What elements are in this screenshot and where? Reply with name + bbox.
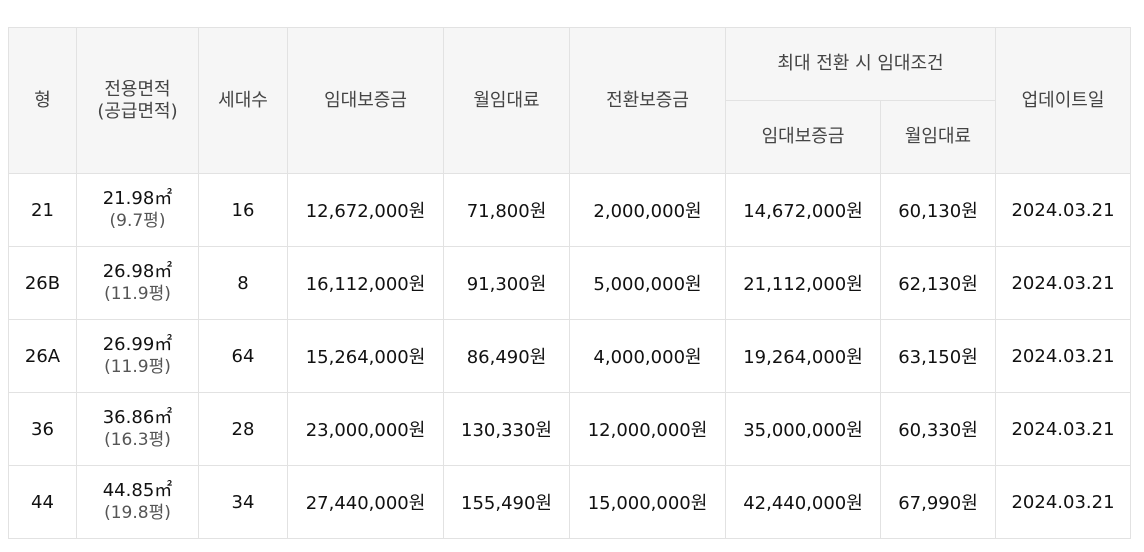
cell-area: 26.98㎡ (11.9평) [76,246,199,320]
cell-max-deposit: 14,672,000원 [725,173,881,247]
header-row-sub: 임대보증금 월임대료 [9,100,1131,174]
cell-updated: 2024.03.21 [995,392,1131,466]
cell-area: 36.86㎡ (16.3평) [76,392,199,466]
cell-type: 44 [8,465,77,539]
cell-monthly: 71,800원 [443,173,570,247]
header-area: 전용면적 (공급면적) [76,27,199,174]
cell-max-monthly: 63,150원 [880,319,996,393]
cell-conversion-deposit: 4,000,000원 [569,319,726,393]
cell-updated: 2024.03.21 [995,173,1131,247]
table-row: 21 21.98㎡ (9.7평) 16 12,672,000원 71,800원 … [8,173,1131,247]
cell-conversion-deposit: 12,000,000원 [569,392,726,466]
header-area-line2: (공급면적) [97,100,178,122]
cell-deposit: 16,112,000원 [287,246,444,320]
cell-max-monthly: 62,130원 [880,246,996,320]
cell-households: 8 [198,246,288,320]
header-type: 형 [8,27,77,174]
header-max-deposit: 임대보증금 [725,100,881,174]
header-updated: 업데이트일 [995,27,1131,174]
cell-deposit: 27,440,000원 [287,465,444,539]
header-households: 세대수 [198,27,288,174]
cell-households: 28 [198,392,288,466]
cell-max-deposit: 42,440,000원 [725,465,881,539]
cell-area-supply: (11.9평) [104,284,171,304]
cell-area: 26.99㎡ (11.9평) [76,319,199,393]
cell-type: 36 [8,392,77,466]
cell-updated: 2024.03.21 [995,319,1131,393]
cell-area-supply: (19.8평) [104,503,171,523]
cell-area-exclusive: 21.98㎡ [102,188,173,209]
rental-conditions-table: 형 전용면적 (공급면적) 세대수 임대보증금 월임대료 전환보증금 최대 전환… [8,27,1131,539]
cell-area: 21.98㎡ (9.7평) [76,173,199,247]
cell-households: 64 [198,319,288,393]
header-conversion-deposit: 전환보증금 [569,27,726,174]
table-row: 44 44.85㎡ (19.8평) 34 27,440,000원 155,490… [8,465,1131,539]
header-monthly: 월임대료 [443,27,570,174]
cell-area-supply: (16.3평) [104,430,171,450]
table-row: 36 36.86㎡ (16.3평) 28 23,000,000원 130,330… [8,392,1131,466]
cell-area-supply: (9.7평) [109,211,166,231]
cell-updated: 2024.03.21 [995,465,1131,539]
cell-max-monthly: 67,990원 [880,465,996,539]
cell-type: 21 [8,173,77,247]
rental-conditions-table-wrapper: 형 전용면적 (공급면적) 세대수 임대보증금 월임대료 전환보증금 최대 전환… [8,27,1131,539]
table-row: 26B 26.98㎡ (11.9평) 8 16,112,000원 91,300원… [8,246,1131,320]
cell-area-exclusive: 26.98㎡ [102,261,173,282]
table-row: 26A 26.99㎡ (11.9평) 64 15,264,000원 86,490… [8,319,1131,393]
cell-deposit: 15,264,000원 [287,319,444,393]
header-area-line1: 전용면적 [104,78,171,100]
cell-area: 44.85㎡ (19.8평) [76,465,199,539]
cell-monthly: 86,490원 [443,319,570,393]
cell-deposit: 12,672,000원 [287,173,444,247]
cell-max-deposit: 19,264,000원 [725,319,881,393]
cell-households: 34 [198,465,288,539]
header-deposit: 임대보증금 [287,27,444,174]
cell-type: 26A [8,319,77,393]
header-max-conversion: 최대 전환 시 임대조건 [725,27,996,101]
cell-monthly: 130,330원 [443,392,570,466]
header-max-monthly: 월임대료 [880,100,996,174]
cell-households: 16 [198,173,288,247]
cell-max-deposit: 21,112,000원 [725,246,881,320]
cell-deposit: 23,000,000원 [287,392,444,466]
cell-conversion-deposit: 15,000,000원 [569,465,726,539]
cell-max-deposit: 35,000,000원 [725,392,881,466]
cell-area-exclusive: 44.85㎡ [102,480,173,501]
cell-updated: 2024.03.21 [995,246,1131,320]
cell-conversion-deposit: 2,000,000원 [569,173,726,247]
cell-area-supply: (11.9평) [104,357,171,377]
cell-max-monthly: 60,330원 [880,392,996,466]
cell-monthly: 91,300원 [443,246,570,320]
cell-max-monthly: 60,130원 [880,173,996,247]
cell-area-exclusive: 26.99㎡ [102,334,173,355]
cell-type: 26B [8,246,77,320]
header-row-top: 형 전용면적 (공급면적) 세대수 임대보증금 월임대료 전환보증금 최대 전환… [8,27,1131,174]
cell-conversion-deposit: 5,000,000원 [569,246,726,320]
cell-monthly: 155,490원 [443,465,570,539]
cell-area-exclusive: 36.86㎡ [102,407,173,428]
